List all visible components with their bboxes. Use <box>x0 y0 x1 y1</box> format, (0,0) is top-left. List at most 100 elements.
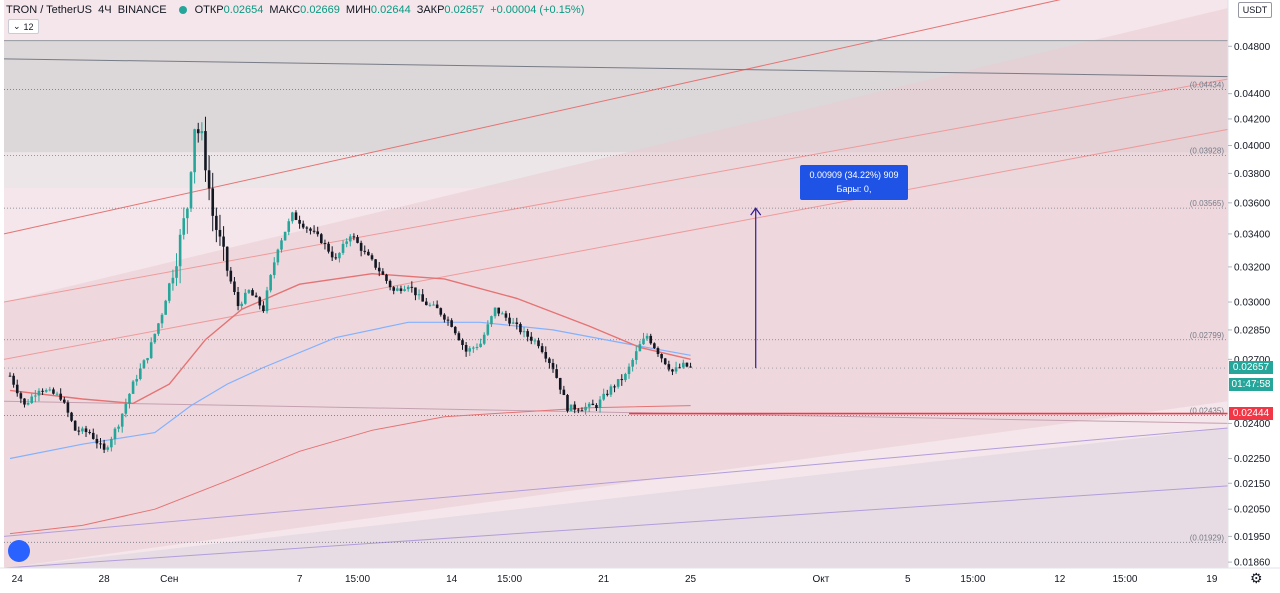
candle-body <box>479 343 482 348</box>
candle-body <box>674 367 678 372</box>
level-label: (0.04434) <box>1190 80 1225 89</box>
tradingview-logo-icon[interactable] <box>8 540 30 562</box>
candle-body <box>222 236 225 247</box>
currency-button[interactable]: USDT <box>1238 2 1272 18</box>
time-tick-label: 24 <box>12 574 24 585</box>
candle-body <box>247 290 251 293</box>
candle-body <box>102 443 106 450</box>
candle-body <box>464 345 468 352</box>
candle-body <box>475 347 479 349</box>
time-tick-label: 21 <box>598 574 610 585</box>
candle-body <box>457 333 461 341</box>
candle-body <box>12 375 15 385</box>
candle-body <box>207 170 211 189</box>
candle-body <box>218 229 222 237</box>
candle-body <box>486 324 490 335</box>
candle-body <box>215 215 218 230</box>
candle-body <box>544 352 548 359</box>
candle-body <box>113 428 117 440</box>
candle-body <box>595 405 598 409</box>
candle-body <box>453 326 457 334</box>
candle-body <box>167 283 171 301</box>
candle-body <box>627 366 631 375</box>
measure-box[interactable]: 0.00909 (34.22%) 909 Бары: 0, <box>800 165 908 200</box>
candle-body <box>414 287 417 296</box>
gear-icon[interactable]: ⚙ <box>1250 570 1263 586</box>
price-tick-label: 0.04000 <box>1234 141 1271 152</box>
candle-body <box>157 323 160 334</box>
candle-body <box>305 227 309 229</box>
candle-body <box>204 131 207 171</box>
candle-body <box>15 384 19 394</box>
candle-body <box>160 314 164 324</box>
measure-line-2: Бары: 0, <box>836 184 872 194</box>
price-tick-label: 0.04800 <box>1234 42 1271 53</box>
candle-body <box>8 375 12 377</box>
candle-body <box>254 295 258 298</box>
indicator-toggle-button[interactable]: ⌄ 12 <box>8 19 39 34</box>
ohlc-close: ЗАКР0.02657 <box>416 4 485 16</box>
candle-body <box>519 324 522 333</box>
candles-group <box>8 116 692 453</box>
level-label: (0.02435) <box>1190 407 1225 416</box>
candle-body <box>66 402 70 413</box>
price-tick-label: 0.01860 <box>1234 558 1271 569</box>
support-price-tag: 0.02444 <box>1229 407 1273 420</box>
candle-body <box>631 359 634 367</box>
candle-body <box>446 319 450 321</box>
time-tick-label: 7 <box>297 574 303 585</box>
candle-body <box>128 393 131 404</box>
ohlc-change: +0.00004 (+0.15%) <box>490 4 585 16</box>
candle-body <box>19 393 23 399</box>
candle-body <box>99 443 102 445</box>
candle-body <box>233 281 236 292</box>
candle-body <box>283 231 287 241</box>
candle-body <box>196 129 200 134</box>
candle-body <box>566 395 569 411</box>
price-tick-label: 0.03600 <box>1234 198 1271 209</box>
time-tick-label: 15:00 <box>345 574 370 585</box>
candle-body <box>298 219 301 224</box>
price-tick-label: 0.02850 <box>1234 325 1271 336</box>
candle-body <box>330 251 334 258</box>
candle-body <box>106 447 110 450</box>
candle-body <box>55 393 59 395</box>
level-label: (0.03565) <box>1190 199 1225 208</box>
channel-line <box>3 128 1229 360</box>
candle-body <box>501 313 504 315</box>
time-tick-label: 14 <box>446 574 458 585</box>
candle-body <box>120 413 124 427</box>
candle-body <box>529 336 533 341</box>
symbol-name[interactable]: TRON / TetherUS 4Ч BINANCE <box>6 4 167 16</box>
candle-body <box>551 363 555 370</box>
measure-line-1: 0.00909 (34.22%) 909 <box>809 170 899 180</box>
candle-body <box>95 438 99 444</box>
level-label: (0.01929) <box>1190 533 1225 542</box>
candle-body <box>352 236 356 238</box>
candle-body <box>149 342 153 359</box>
candle-body <box>638 344 642 352</box>
channel-line <box>3 78 1229 303</box>
channel-line <box>3 0 1061 235</box>
channel-line <box>3 400 1229 424</box>
candle-body <box>399 288 403 291</box>
price-tick-label: 0.02400 <box>1234 419 1271 430</box>
candle-body <box>348 236 352 242</box>
candle-body <box>435 304 439 309</box>
candle-body <box>189 172 193 209</box>
candle-body <box>77 430 81 432</box>
candle-body <box>656 348 660 355</box>
candle-body <box>562 389 566 396</box>
ohlc-low: МИН0.02644 <box>345 4 411 16</box>
candle-body <box>301 223 305 228</box>
ma-long-line <box>9 405 691 535</box>
candle-body <box>229 270 233 282</box>
lower-channel-zone <box>4 427 1228 568</box>
candle-body <box>323 243 327 245</box>
candle-body <box>131 381 135 394</box>
candle-body <box>421 294 424 302</box>
candle-body <box>649 335 653 344</box>
candle-body <box>425 301 428 306</box>
